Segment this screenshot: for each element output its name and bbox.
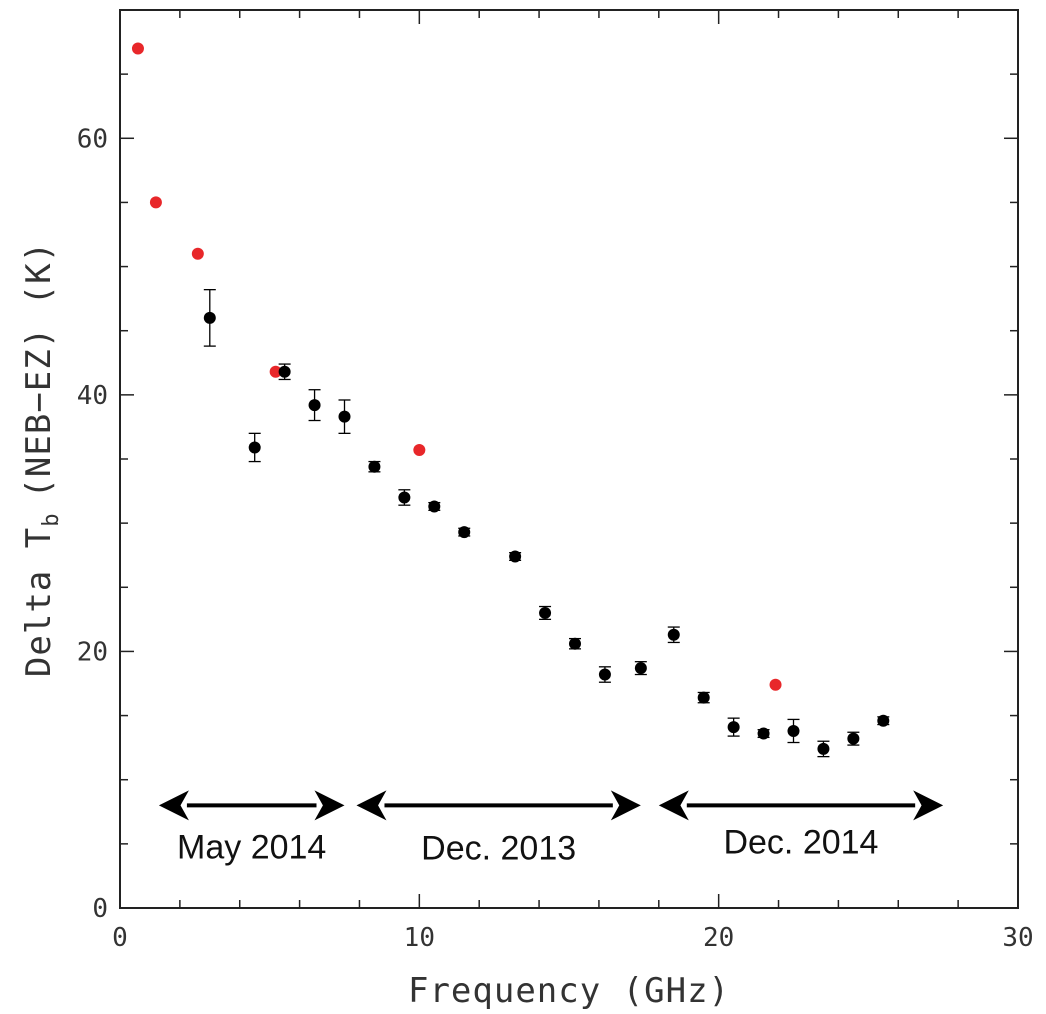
y-axis-title: Delta Tb (NEB−EZ) (K): [19, 241, 64, 677]
arrow-head-right: [913, 790, 944, 821]
axis-ticks: [119, 9, 1019, 909]
y-tick-label: 0: [92, 894, 108, 924]
x-tick-label: 20: [703, 923, 734, 953]
arrow-head-left: [658, 790, 689, 821]
data-point: [787, 724, 800, 737]
data-point: [338, 410, 351, 423]
data-point: [269, 365, 282, 378]
data-point: [203, 311, 216, 324]
period-annotations: May 2014 Dec. 2013 Dec. 2014: [158, 790, 944, 868]
y-axis-title-rest: (NEB−EZ) (K): [19, 241, 59, 499]
data-point: [877, 714, 890, 727]
data-point: [598, 668, 611, 681]
y-tick-label: 60: [77, 124, 108, 154]
data-point: [727, 721, 740, 734]
period-label: Dec. 2014: [723, 823, 878, 861]
data-point: [667, 628, 680, 641]
x-tick-label: 10: [404, 923, 435, 953]
data-point: [697, 691, 710, 704]
data-point: [509, 550, 522, 563]
data-point: [769, 678, 782, 691]
data-point: [458, 526, 471, 539]
data-point: [278, 365, 291, 378]
x-tick-label: 0: [112, 923, 128, 953]
data-point: [817, 742, 830, 755]
y-axis-tick-labels: 0 20 40 60: [77, 124, 108, 924]
data-point: [131, 42, 144, 55]
data-point: [428, 500, 441, 513]
y-axis-title-subscript: b: [39, 513, 64, 527]
period-arrow-group: May 2014: [158, 790, 345, 866]
y-tick-label: 40: [77, 381, 108, 411]
data-point: [191, 247, 204, 260]
data-point: [368, 460, 381, 473]
x-tick-label: 30: [1002, 923, 1033, 953]
data-point: [248, 441, 261, 454]
data-point: [413, 444, 426, 457]
arrow-head-left: [356, 790, 387, 821]
period-arrow-group: Dec. 2013: [356, 790, 641, 868]
data-point: [398, 491, 411, 504]
data-point: [847, 732, 860, 745]
arrow-head-left: [158, 790, 189, 821]
arrow-head-right: [610, 790, 641, 821]
y-axis-title-main: Delta T: [19, 527, 59, 677]
period-label: Dec. 2013: [421, 830, 576, 868]
x-axis-tick-labels: 0 10 20 30: [112, 923, 1033, 953]
data-point: [757, 727, 770, 740]
data-point: [539, 606, 552, 619]
data-points: [131, 42, 890, 758]
y-tick-label: 20: [77, 637, 108, 667]
period-arrow-group: Dec. 2014: [658, 790, 944, 861]
data-point: [568, 637, 581, 650]
data-point: [634, 662, 647, 675]
data-point: [149, 196, 162, 209]
arrow-head-right: [314, 790, 345, 821]
x-axis-title: Frequency (GHz): [408, 971, 730, 1011]
period-label: May 2014: [177, 828, 326, 866]
data-point: [308, 399, 321, 412]
